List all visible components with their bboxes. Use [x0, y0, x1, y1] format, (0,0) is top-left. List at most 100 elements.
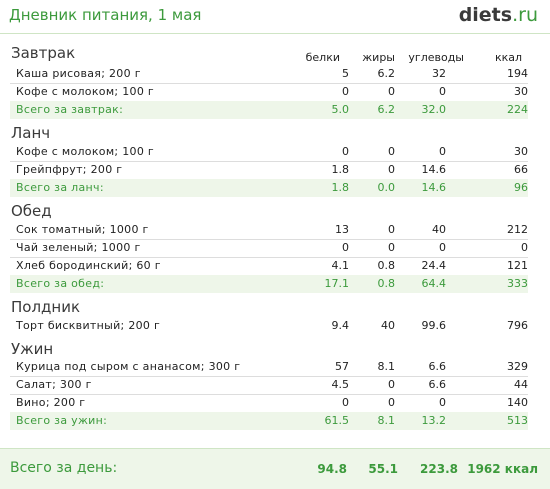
total-kcal: 333	[507, 277, 528, 290]
total-fat: 0.0	[377, 181, 396, 194]
day-total-bar: Всего за день: 94.8 55.1 223.8 1962 ккал	[0, 448, 550, 489]
food-fat: 0	[388, 85, 395, 98]
food-carbs: 6.6	[428, 360, 447, 373]
food-carbs: 0	[439, 241, 446, 254]
total-carbs: 64.4	[421, 277, 447, 290]
food-name: Кофе с молоком; 100 г	[16, 145, 154, 158]
food-protein: 57	[335, 360, 349, 373]
food-row[interactable]: Салат; 300 г 4.5 0 6.6 44	[10, 376, 528, 394]
food-carbs: 0	[439, 145, 446, 158]
meal-total-row: Всего за обед: 17.1 0.8 64.4 333	[10, 275, 528, 293]
logo-suffix: .ru	[512, 4, 538, 26]
food-kcal: 212	[507, 223, 528, 236]
total-protein: 5.0	[331, 103, 350, 116]
food-fat: 8.1	[377, 360, 396, 373]
header-divider	[0, 33, 550, 34]
food-fat: 0	[388, 223, 395, 236]
food-carbs: 14.6	[421, 163, 447, 176]
meal-total-label: Всего за обед:	[16, 277, 105, 290]
food-carbs: 24.4	[421, 259, 447, 272]
column-header-kcal: ккал	[494, 51, 522, 64]
food-name: Вино; 200 г	[16, 396, 86, 409]
food-name: Сок томатный; 1000 г	[16, 223, 149, 236]
logo-main: diets	[458, 4, 513, 26]
food-kcal: 0	[521, 241, 528, 254]
food-protein: 4.5	[331, 378, 350, 391]
food-kcal: 66	[514, 163, 528, 176]
total-carbs: 32.0	[421, 103, 447, 116]
total-protein: 17.1	[324, 277, 350, 290]
total-kcal: 513	[507, 414, 528, 427]
food-row[interactable]: Вино; 200 г 0 0 0 140	[10, 394, 528, 412]
food-row[interactable]: Хлеб бородинский; 60 г 4.1 0.8 24.4 121	[10, 257, 528, 275]
food-row[interactable]: Сок томатный; 1000 г 13 0 40 212	[10, 221, 528, 239]
food-row[interactable]: Кофе с молоком; 100 г 0 0 0 30	[10, 143, 528, 161]
row-divider	[10, 239, 528, 240]
food-carbs: 0	[439, 396, 446, 409]
meal-title-lunch: Ланч	[11, 124, 51, 142]
row-divider	[10, 161, 528, 162]
food-fat: 0	[388, 378, 395, 391]
column-header-protein: белки	[305, 51, 340, 64]
food-row[interactable]: Торт бисквитный; 200 г 9.4 40 99.6 796	[10, 317, 528, 335]
meal-title-supper: Ужин	[11, 340, 54, 358]
food-protein: 9.4	[331, 319, 350, 332]
food-protein: 5	[342, 67, 349, 80]
page-header: Дневник питания, 1 мая diets.ru	[0, 0, 550, 34]
food-kcal: 30	[514, 85, 528, 98]
food-name: Салат; 300 г	[16, 378, 92, 391]
food-name: Торт бисквитный; 200 г	[16, 319, 161, 332]
food-kcal: 194	[507, 67, 528, 80]
food-kcal: 30	[514, 145, 528, 158]
food-protein: 0	[342, 85, 349, 98]
total-carbs: 14.6	[421, 181, 447, 194]
food-kcal: 140	[507, 396, 528, 409]
meal-title-snack: Полдник	[11, 298, 81, 316]
food-fat: 0	[388, 396, 395, 409]
food-kcal: 121	[507, 259, 528, 272]
page-title: Дневник питания, 1 мая	[9, 6, 202, 24]
food-protein: 4.1	[331, 259, 350, 272]
food-name: Грейпфрут; 200 г	[16, 163, 123, 176]
total-kcal: 224	[507, 103, 528, 116]
food-row[interactable]: Кофе с молоком; 100 г 0 0 0 30	[10, 83, 528, 101]
total-fat: 8.1	[377, 414, 396, 427]
meal-title-dinner: Обед	[11, 202, 52, 220]
food-carbs: 6.6	[428, 378, 447, 391]
food-name: Курица под сыром с ананасом; 300 г	[16, 360, 241, 373]
column-header-carbs: углеводы	[408, 51, 464, 64]
total-kcal: 96	[514, 181, 528, 194]
site-logo[interactable]: diets.ru	[459, 4, 538, 26]
food-protein: 1.8	[331, 163, 350, 176]
food-fat: 0	[388, 241, 395, 254]
column-header-fat: жиры	[362, 51, 395, 64]
food-protein: 0	[342, 241, 349, 254]
total-fat: 6.2	[377, 103, 396, 116]
day-total-kcal: 1962 ккал	[467, 462, 538, 476]
day-total-carbs: 223.8	[420, 462, 458, 476]
food-kcal: 796	[507, 319, 528, 332]
food-row[interactable]: Грейпфрут; 200 г 1.8 0 14.6 66	[10, 161, 528, 179]
day-total-label: Всего за день:	[10, 460, 118, 476]
day-total-protein: 94.8	[317, 462, 347, 476]
total-fat: 0.8	[377, 277, 396, 290]
day-total-fat: 55.1	[368, 462, 398, 476]
food-row[interactable]: Чай зеленый; 1000 г 0 0 0 0	[10, 239, 528, 257]
food-row[interactable]: Курица под сыром с ананасом; 300 г 57 8.…	[10, 358, 528, 376]
total-carbs: 13.2	[421, 414, 447, 427]
meal-total-label: Всего за ужин:	[16, 414, 108, 427]
food-row[interactable]: Каша рисовая; 200 г 5 6.2 32 194	[10, 65, 528, 83]
food-name: Кофе с молоком; 100 г	[16, 85, 154, 98]
meal-total-row: Всего за ужин: 61.5 8.1 13.2 513	[10, 412, 528, 430]
row-divider	[10, 376, 528, 377]
food-fat: 0	[388, 163, 395, 176]
food-protein: 13	[335, 223, 349, 236]
food-kcal: 329	[507, 360, 528, 373]
meal-total-label: Всего за завтрак:	[16, 103, 124, 116]
food-carbs: 99.6	[421, 319, 447, 332]
food-fat: 0.8	[377, 259, 396, 272]
food-fat: 40	[381, 319, 395, 332]
food-name: Чай зеленый; 1000 г	[16, 241, 141, 254]
food-carbs: 0	[439, 85, 446, 98]
food-name: Хлеб бородинский; 60 г	[16, 259, 161, 272]
